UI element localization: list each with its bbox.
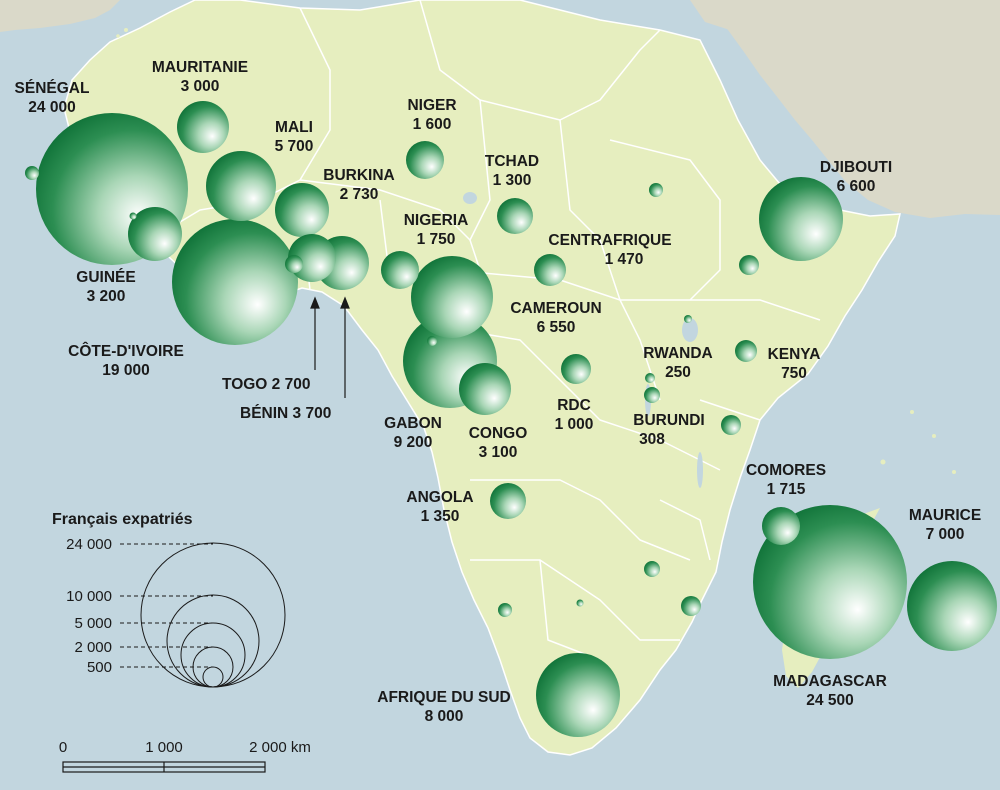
legend-circles xyxy=(140,542,286,688)
label-centrafrique-value: 1 470 xyxy=(605,251,644,268)
country-labels: SÉNÉGAL 24 000 MAURITANIE 3 000 MALI 5 7… xyxy=(15,59,982,725)
label-centrafrique-name: CENTRAFRIQUE xyxy=(548,232,671,249)
label-gabon-name: GABON xyxy=(384,415,442,432)
label-tchad-name: TCHAD xyxy=(485,153,539,170)
label-afriquedusud-name: AFRIQUE DU SUD xyxy=(377,689,510,706)
bubble-congo[interactable] xyxy=(459,363,511,415)
legend: Français expatriés 24 000 10 000 5 000 2… xyxy=(52,511,286,688)
label-mali-value: 5 700 xyxy=(275,138,314,155)
label-rdc-name: RDC xyxy=(557,397,591,414)
label-cameroun-value: 6 550 xyxy=(537,319,576,336)
scale-bar-lines xyxy=(62,761,266,773)
label-togo: TOGO 2 700 xyxy=(222,376,310,393)
label-burundi-value: 308 xyxy=(639,431,665,448)
bubble-angola[interactable] xyxy=(490,483,526,519)
label-tchad-value: 1 300 xyxy=(493,172,532,189)
label-gabon-value: 9 200 xyxy=(394,434,433,451)
bubble-cotedivoire[interactable] xyxy=(172,219,298,345)
bubble-guinee[interactable] xyxy=(128,207,182,261)
bubble-burkina[interactable] xyxy=(275,183,329,237)
bubble-tchad[interactable] xyxy=(497,198,533,234)
land-arabia xyxy=(690,0,1000,218)
bubble-mauritanie[interactable] xyxy=(177,101,229,153)
label-cameroun-name: CAMEROUN xyxy=(510,300,601,317)
bubble-burundi[interactable] xyxy=(644,387,660,403)
bubble-afriquedusud[interactable] xyxy=(536,653,620,737)
label-nigeria-name: NIGERIA xyxy=(404,212,469,229)
label-guinee-name: GUINÉE xyxy=(76,269,135,286)
label-rdc-value: 1 000 xyxy=(555,416,594,433)
bubble-centrafrique[interactable] xyxy=(534,254,566,286)
label-guinee-value: 3 200 xyxy=(87,288,126,305)
label-kenya-value: 750 xyxy=(781,365,807,382)
label-rwanda-value: 250 xyxy=(665,364,691,381)
label-comores-name: COMORES xyxy=(746,462,826,479)
legend-title: Français expatriés xyxy=(52,511,193,528)
bubble-layer xyxy=(36,101,997,737)
small-dots xyxy=(25,166,759,617)
label-djibouti-name: DJIBOUTI xyxy=(820,159,892,176)
bubble-rwanda[interactable] xyxy=(645,373,655,383)
scale-label-0: 0 xyxy=(59,739,67,756)
legend-value-24000: 24 000 xyxy=(66,536,112,553)
label-madagascar-value: 24 500 xyxy=(806,692,853,709)
label-djibouti-value: 6 600 xyxy=(837,178,876,195)
label-congo-name: CONGO xyxy=(469,425,528,442)
scale-label-2000: 2 000 km xyxy=(249,739,311,756)
legend-value-5000: 5 000 xyxy=(74,615,112,632)
label-maurice-name: MAURICE xyxy=(909,507,981,524)
label-cotedivoire-name: CÔTE-D'IVOIRE xyxy=(68,342,184,360)
label-mauritanie-value: 3 000 xyxy=(181,78,220,95)
label-burkina-name: BURKINA xyxy=(323,167,394,184)
legend-value-10000: 10 000 xyxy=(66,588,112,605)
label-rwanda-name: RWANDA xyxy=(643,345,712,362)
legend-value-500: 500 xyxy=(87,659,112,676)
label-mali-name: MALI xyxy=(275,119,313,136)
bubble-rdc[interactable] xyxy=(561,354,591,384)
label-burundi-name: BURUNDI xyxy=(633,412,704,429)
label-maurice-value: 7 000 xyxy=(926,526,965,543)
scale-label-1000: 1 000 xyxy=(145,739,183,756)
label-kenya-name: KENYA xyxy=(768,346,821,363)
label-nigeria-value: 1 750 xyxy=(417,231,456,248)
scale-bar: 0 1 000 2 000 km xyxy=(59,739,311,773)
bubble-mali[interactable] xyxy=(206,151,276,221)
label-angola-name: ANGOLA xyxy=(406,489,473,506)
label-comores-value: 1 715 xyxy=(767,481,806,498)
bubble-nigeria[interactable] xyxy=(381,251,419,289)
label-afriquedusud-value: 8 000 xyxy=(425,708,464,725)
callout-arrows xyxy=(310,296,350,398)
legend-leaders xyxy=(120,543,213,668)
label-benin: BÉNIN 3 700 xyxy=(240,405,331,422)
label-madagascar-name: MADAGASCAR xyxy=(773,673,887,690)
bubble-madagascar[interactable] xyxy=(753,505,907,659)
label-congo-value: 3 100 xyxy=(479,444,518,461)
label-angola-value: 1 350 xyxy=(421,508,460,525)
label-senegal-name: SÉNÉGAL xyxy=(15,80,90,97)
label-niger-name: NIGER xyxy=(407,97,456,114)
label-niger-value: 1 600 xyxy=(413,116,452,133)
small-islands xyxy=(116,28,956,474)
bubble-cameroun[interactable] xyxy=(411,256,493,338)
bubble-niger[interactable] xyxy=(406,141,444,179)
label-senegal-value: 24 000 xyxy=(28,99,75,116)
bubble-maurice[interactable] xyxy=(907,561,997,651)
bubble-djibouti[interactable] xyxy=(759,177,843,261)
label-burkina-value: 2 730 xyxy=(340,186,379,203)
label-cotedivoire-value: 19 000 xyxy=(102,362,149,379)
bubble-kenya[interactable] xyxy=(735,340,757,362)
bubble-comores[interactable] xyxy=(762,507,800,545)
label-mauritanie-name: MAURITANIE xyxy=(152,59,248,76)
legend-value-2000: 2 000 xyxy=(74,639,112,656)
